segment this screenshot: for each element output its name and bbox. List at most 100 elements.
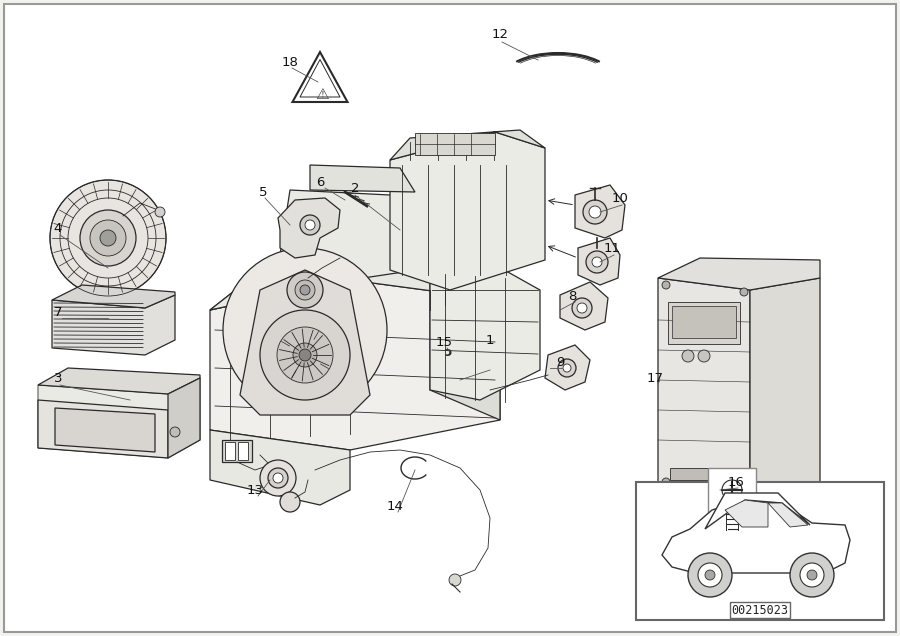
Text: 2: 2 (351, 181, 359, 195)
Text: 5: 5 (259, 186, 267, 198)
Circle shape (790, 553, 834, 597)
Text: 11: 11 (604, 242, 620, 254)
Polygon shape (705, 493, 810, 529)
Circle shape (583, 200, 607, 224)
Circle shape (50, 180, 166, 296)
Circle shape (260, 310, 350, 400)
Bar (670, 468, 738, 480)
Circle shape (299, 349, 311, 361)
Text: 3: 3 (54, 371, 62, 385)
Polygon shape (210, 255, 500, 310)
Text: 16: 16 (727, 476, 744, 488)
Bar (225, 442, 235, 460)
Circle shape (563, 364, 571, 372)
Circle shape (305, 220, 315, 230)
Text: 00215023: 00215023 (732, 604, 788, 616)
Bar (636, 482, 884, 620)
Circle shape (662, 281, 670, 289)
Polygon shape (168, 378, 200, 458)
Circle shape (293, 343, 317, 367)
Circle shape (223, 248, 387, 412)
Polygon shape (658, 278, 750, 502)
Circle shape (273, 473, 283, 483)
Polygon shape (310, 165, 415, 192)
Circle shape (740, 288, 748, 296)
Circle shape (592, 257, 602, 267)
Polygon shape (578, 238, 620, 285)
Polygon shape (390, 132, 545, 290)
Circle shape (558, 359, 576, 377)
Circle shape (277, 327, 333, 383)
Circle shape (698, 350, 710, 362)
Circle shape (589, 206, 601, 218)
Polygon shape (52, 285, 175, 308)
Circle shape (295, 280, 315, 300)
Circle shape (280, 492, 300, 512)
Circle shape (449, 574, 461, 586)
Circle shape (300, 285, 310, 295)
Circle shape (300, 215, 320, 235)
Polygon shape (38, 400, 168, 458)
Polygon shape (210, 430, 350, 505)
Bar (222, 440, 252, 462)
Polygon shape (278, 198, 340, 258)
Circle shape (705, 570, 715, 580)
Circle shape (682, 350, 694, 362)
Polygon shape (725, 500, 768, 527)
Polygon shape (38, 378, 200, 458)
Text: 1: 1 (486, 333, 494, 347)
Text: 12: 12 (491, 27, 508, 41)
Text: 7: 7 (54, 305, 62, 319)
Circle shape (268, 468, 288, 488)
Polygon shape (658, 258, 820, 290)
Polygon shape (292, 52, 347, 102)
Circle shape (800, 563, 824, 587)
Circle shape (586, 251, 608, 273)
Text: 10: 10 (612, 191, 628, 205)
Circle shape (287, 272, 323, 308)
Polygon shape (750, 278, 820, 502)
Text: 13: 13 (247, 483, 264, 497)
Circle shape (698, 563, 722, 587)
Text: ⚠: ⚠ (315, 86, 328, 102)
Text: 18: 18 (282, 55, 299, 69)
Circle shape (170, 427, 180, 437)
Text: 15: 15 (436, 336, 453, 349)
Circle shape (740, 484, 748, 492)
Polygon shape (38, 368, 200, 394)
Polygon shape (575, 185, 625, 238)
Polygon shape (55, 408, 155, 452)
Circle shape (807, 570, 817, 580)
Polygon shape (210, 280, 500, 450)
Text: 17: 17 (646, 371, 663, 385)
Polygon shape (430, 262, 540, 400)
Circle shape (688, 553, 732, 597)
Circle shape (260, 460, 296, 496)
Polygon shape (390, 130, 545, 160)
Circle shape (572, 298, 592, 318)
Polygon shape (545, 345, 590, 390)
Polygon shape (662, 500, 850, 573)
Bar (672, 306, 736, 338)
Circle shape (577, 303, 587, 313)
Bar (415, 133, 495, 155)
Text: 4: 4 (54, 221, 62, 235)
Text: 8: 8 (568, 289, 576, 303)
Polygon shape (430, 268, 500, 420)
Circle shape (90, 220, 126, 256)
Text: 6: 6 (316, 176, 324, 188)
Circle shape (80, 210, 136, 266)
Text: ɔ: ɔ (445, 345, 452, 359)
Polygon shape (210, 190, 430, 310)
Circle shape (662, 478, 670, 486)
Bar (668, 302, 740, 344)
Circle shape (155, 207, 165, 217)
Polygon shape (560, 282, 608, 330)
Circle shape (100, 230, 116, 246)
Bar (238, 442, 248, 460)
Bar (708, 468, 756, 536)
Polygon shape (240, 270, 370, 415)
Text: 9: 9 (556, 356, 564, 368)
Polygon shape (52, 295, 175, 355)
Polygon shape (768, 503, 808, 527)
